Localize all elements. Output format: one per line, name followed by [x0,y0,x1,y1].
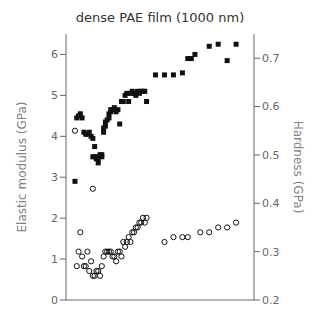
svg-text:Elastic modulus (GPa): Elastic modulus (GPa) [15,102,29,233]
html-text:dense PAE film (1000 nm): dense PAE film (1000 nm) [75,10,245,25]
svg-text:3: 3 [51,171,58,184]
svg-text:0.6: 0.6 [262,100,280,113]
svg-text:4: 4 [51,130,58,143]
svg-text:Hardness (GPa): Hardness (GPa) [291,121,305,214]
svg-text:5: 5 [51,89,58,102]
svg-text:0.5: 0.5 [262,149,280,162]
svg-text:0: 0 [51,294,58,307]
svg-text:1: 1 [51,253,58,266]
svg-text:0.4: 0.4 [262,197,280,210]
svg-text:0.3: 0.3 [262,246,280,259]
svg-text:0.2: 0.2 [262,294,280,307]
svg-text:2: 2 [51,212,58,225]
svg-text:0.7: 0.7 [262,52,280,65]
svg-text:6: 6 [51,48,58,61]
